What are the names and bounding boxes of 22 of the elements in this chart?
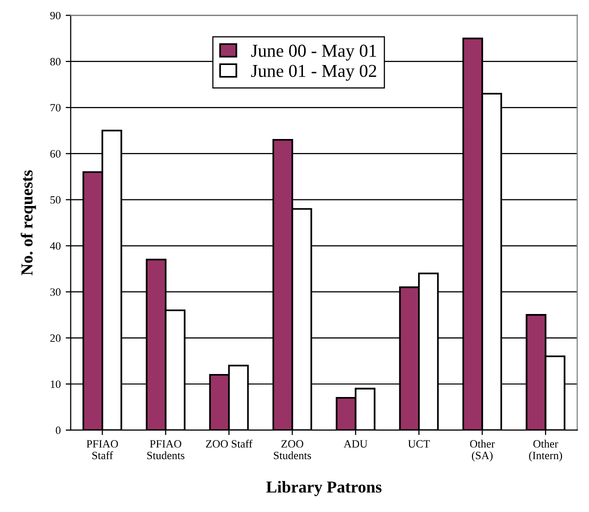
x-tick-label: PFIAO Staff (86, 440, 118, 460)
y-tick-label: 0 (56, 426, 61, 434)
y-tick-label: 50 (50, 196, 61, 204)
y-tick-label: 80 (50, 58, 61, 66)
y-tick-label: 70 (50, 104, 61, 112)
x-axis-title: Library Patrons (266, 480, 382, 496)
x-tick-label: ZOO Staff (206, 440, 252, 448)
y-tick-label: 40 (50, 242, 61, 250)
x-tick-label: UCT (408, 440, 430, 448)
legend-label: June 01 - May 02 (251, 64, 376, 81)
y-tick-label: 90 (50, 12, 61, 20)
y-tick-label: 30 (50, 288, 61, 296)
y-axis-title: No. of requests (20, 170, 36, 276)
x-tick-label: Other (Intern) (529, 440, 562, 462)
y-tick-label: 60 (50, 150, 61, 158)
y-tick-label: 10 (50, 380, 61, 388)
x-tick-label: Other (SA) (470, 440, 495, 462)
legend-label: June 00 - May 01 (251, 44, 376, 61)
x-tick-label: ZOO Students (274, 440, 312, 460)
y-tick-label: 20 (50, 334, 61, 342)
x-tick-label: PFIAO Students (147, 440, 184, 460)
x-tick-label: ADU (344, 440, 368, 448)
